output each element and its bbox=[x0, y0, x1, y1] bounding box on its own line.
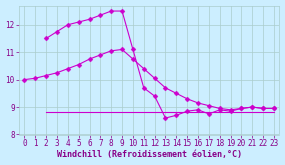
X-axis label: Windchill (Refroidissement éolien,°C): Windchill (Refroidissement éolien,°C) bbox=[57, 150, 242, 159]
